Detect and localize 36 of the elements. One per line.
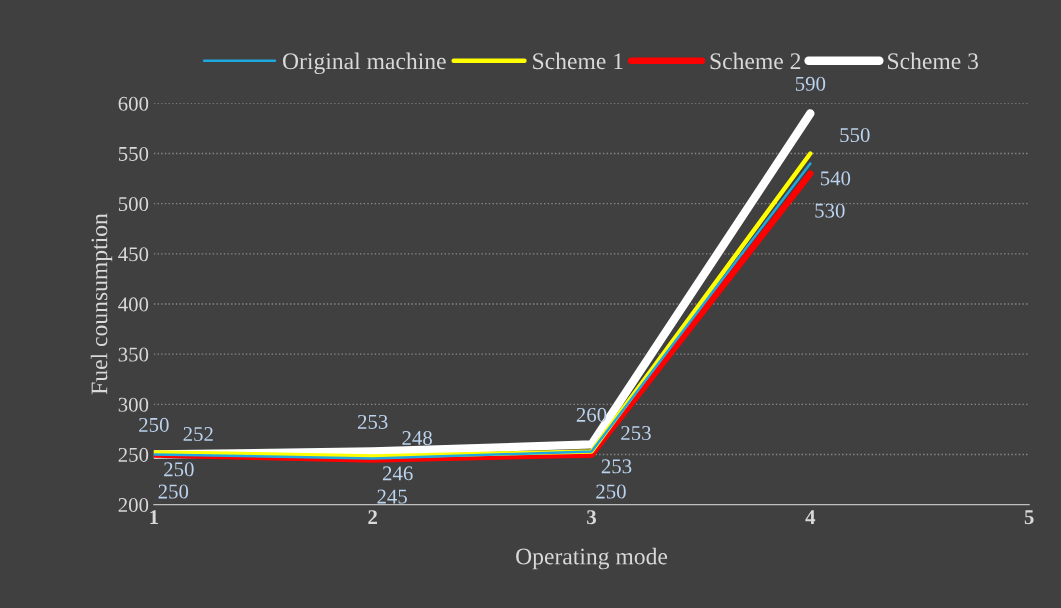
- data-label: 550: [840, 128, 870, 143]
- y-axis-title: Fuel counsumption: [90, 213, 113, 395]
- data-label: 250: [158, 484, 189, 499]
- data-label: 246: [382, 466, 413, 481]
- y-tick-label: 200: [118, 498, 149, 513]
- x-tick-label: 5: [1024, 510, 1034, 525]
- y-tick-label: 600: [118, 96, 149, 111]
- y-tick-label: 300: [118, 397, 149, 412]
- data-label: 540: [820, 171, 851, 186]
- data-label: 253: [601, 459, 632, 474]
- y-tick-label: 550: [118, 146, 149, 161]
- data-label: 590: [795, 76, 826, 91]
- data-label: 250: [164, 462, 194, 477]
- data-label: 245: [377, 489, 407, 504]
- y-tick-label: 450: [118, 247, 149, 262]
- data-label: 530: [815, 203, 845, 218]
- data-label: 250: [139, 417, 169, 432]
- data-label: 252: [183, 427, 213, 442]
- x-axis-title: Operating mode: [516, 547, 668, 570]
- data-label: 248: [402, 430, 432, 446]
- y-tick-label: 400: [118, 297, 149, 312]
- data-label: 253: [621, 426, 651, 441]
- data-label: 260: [576, 407, 607, 422]
- x-tick-label: 3: [587, 510, 596, 525]
- data-label: 250: [596, 484, 626, 499]
- y-tick-label: 250: [118, 447, 149, 462]
- legend-label: Scheme 1: [533, 52, 623, 70]
- y-tick-label: 500: [118, 197, 149, 212]
- y-tick-label: 350: [118, 347, 149, 362]
- data-label: 253: [357, 414, 388, 429]
- legend-label: Scheme 3: [888, 52, 978, 70]
- x-tick-label: 2: [368, 510, 377, 524]
- x-tick-label: 1: [150, 510, 158, 524]
- x-tick-label: 4: [805, 510, 816, 524]
- legend-label: Original machine: [282, 52, 446, 75]
- legend-label: Scheme 2: [710, 52, 801, 70]
